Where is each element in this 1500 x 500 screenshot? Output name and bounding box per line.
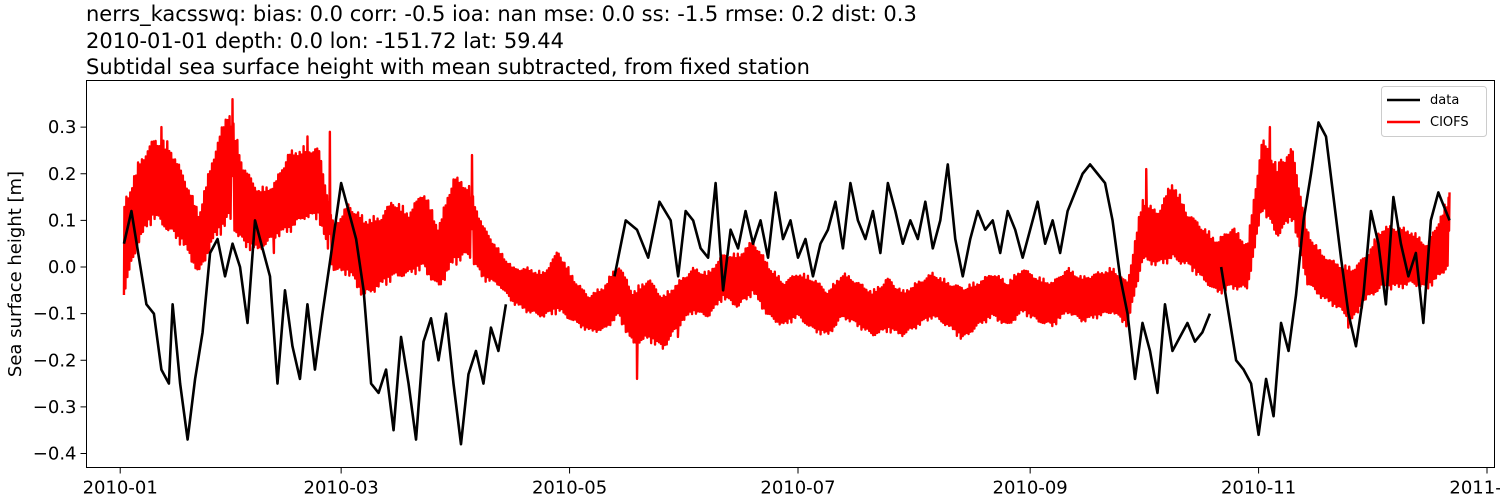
chart-subtitle-location: 2010-01-01 depth: 0.0 lon: -151.72 lat: … (86, 29, 564, 53)
series-line-ciofs (122, 97, 1451, 381)
axes-layer: 2010-01 2010-03 2010-05 2010-07 2010-09 2010-… (33, 117, 1500, 498)
y-tick-label: 0.0 (48, 257, 77, 278)
x-tick-label: 2010-11 (1221, 478, 1296, 499)
y-tick-label: 0.1 (48, 210, 77, 231)
series-layer (122, 97, 1451, 446)
chart-subtitle-description: Subtidal sea surface height with mean su… (86, 55, 810, 79)
legend-label-ciofs: CIOFS (1430, 115, 1469, 130)
x-tick-label: 2010-05 (532, 478, 607, 499)
x-tick-label: 2010-01 (83, 478, 158, 499)
y-tick-label: −0.4 (33, 444, 77, 465)
legend: data CIOFS (1381, 86, 1487, 137)
x-tick-label: 2010-07 (760, 478, 835, 499)
x-tick-label: 2010-09 (993, 478, 1068, 499)
plot-area-frame (86, 80, 1495, 468)
series-line-data-segment-1 (122, 181, 508, 446)
y-tick-label: 0.3 (48, 117, 77, 138)
y-tick-label: −0.1 (33, 304, 77, 325)
series-line-data-segment-3 (1219, 121, 1451, 437)
y-tick-label: −0.2 (33, 350, 77, 371)
y-axis-label: Sea surface height [m] (5, 171, 26, 377)
chart-title: nerrs_kacsswq: bias: 0.0 corr: -0.5 ioa:… (86, 2, 917, 26)
series-line-data-segment-2 (613, 163, 1212, 395)
x-tick-label: 2011-01 (1449, 478, 1500, 499)
y-tick-label: 0.2 (48, 164, 77, 185)
x-tick-label: 2010-03 (304, 478, 379, 499)
y-tick-label: −0.3 (33, 397, 77, 418)
legend-label-data: data (1430, 93, 1459, 108)
